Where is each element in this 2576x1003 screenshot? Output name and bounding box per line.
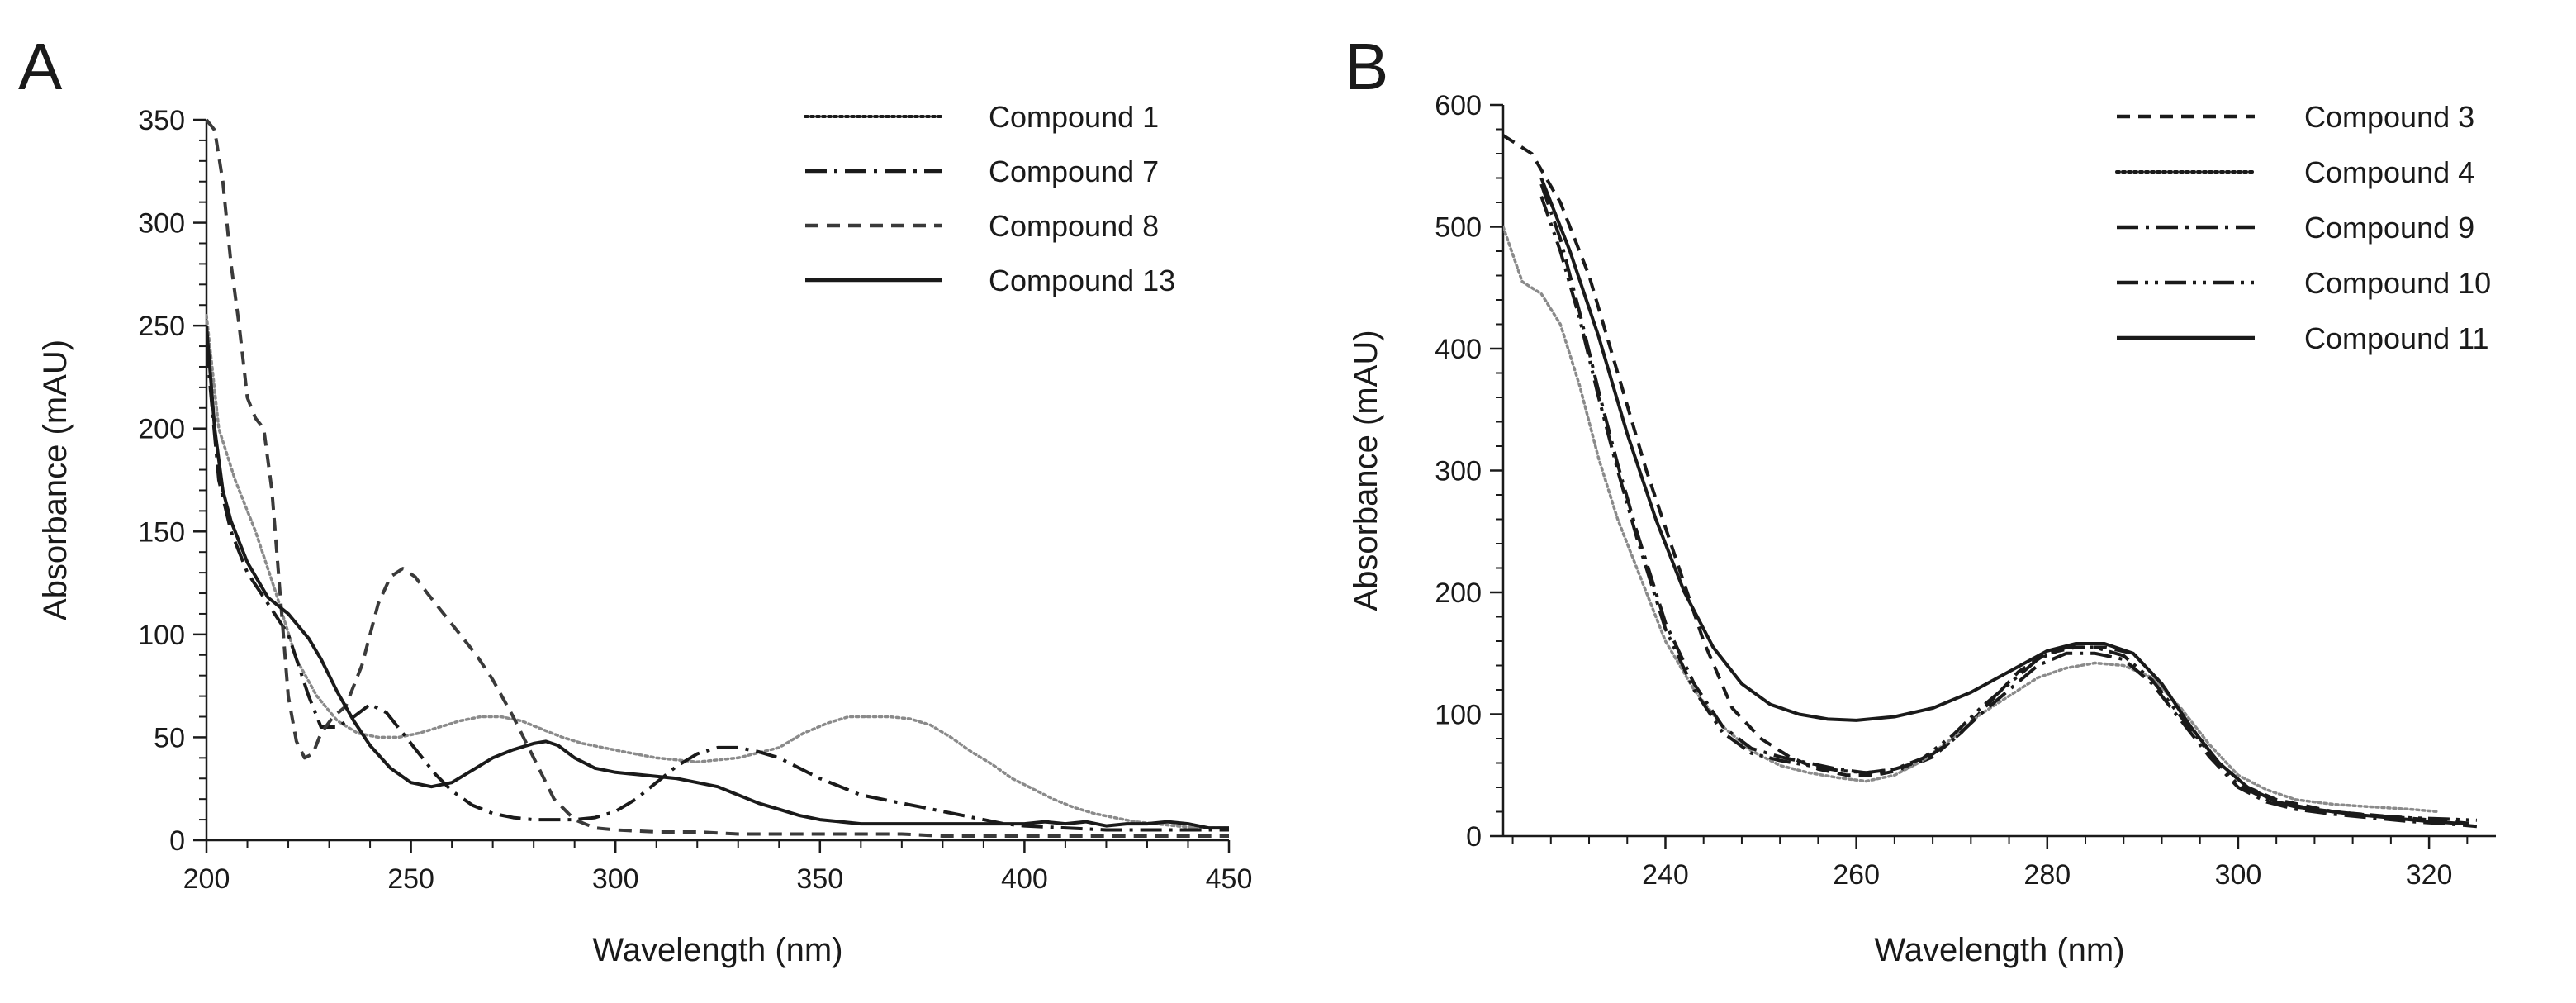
panel-b-series-line-compound-9 [1539, 183, 2478, 829]
panel-a: A 0 50 100 150 200 250 300 350 200 250 300 350 400 45… [18, 30, 1252, 968]
panel-b-x-tick-label: 280 [2023, 859, 2071, 891]
panel-a-series-line-compound-1 [206, 313, 1229, 829]
panel-a-y-axis-label: Absorbance (mAU) [37, 340, 74, 620]
panel-b-y-tick-label: 100 [1435, 700, 1482, 731]
panel-b: B 0 100 200 300 400 500 600 240 260 280 300 320 Wave… [1345, 30, 2496, 968]
panel-a-x-axis-label: Wavelength (nm) [592, 932, 842, 968]
panel-b-series-line-compound-4 [1503, 225, 2441, 814]
panel-a-legend-label: Compound 7 [989, 154, 1159, 188]
panel-b-x-tick-label: 320 [2406, 859, 2453, 891]
panel-a-y-tick-label: 50 [154, 722, 185, 753]
panel-a-x-tick-label: 450 [1206, 863, 1253, 895]
panel-a-letter: A [18, 30, 63, 103]
panel-b-y-tick-label: 400 [1435, 334, 1482, 365]
panel-a-x-tick-label: 300 [592, 863, 639, 895]
panel-b-x-tick-label: 240 [1642, 859, 1689, 891]
panel-b-y-tick-label: 600 [1435, 90, 1482, 121]
panel-b-y-tick-label: 0 [1466, 821, 1482, 853]
panel-b-legend-label: Compound 4 [2304, 155, 2474, 189]
panel-a-legend-label: Compound 13 [989, 264, 1175, 297]
panel-a-y-tick-label: 250 [138, 311, 185, 342]
panel-b-series-line-compound-11 [1539, 177, 2468, 826]
panel-a-series-line-compound-8 [206, 118, 1229, 838]
panel-b-x-tick-label: 260 [1833, 859, 1880, 891]
panel-a-legend-label: Compound 8 [989, 209, 1159, 243]
panel-a-x-tick-label: 400 [1001, 863, 1048, 895]
panel-a-x-tick-label: 200 [183, 863, 230, 895]
panel-b-y-tick-label: 500 [1435, 212, 1482, 244]
panel-b-legend-label: Compound 11 [2304, 321, 2489, 355]
panel-b-y-axis-label: Absorbance (mAU) [1348, 330, 1384, 611]
panel-a-y-tick-label: 200 [138, 414, 185, 445]
panel-a-series-line-compound-13 [206, 325, 1229, 830]
panel-b-x-tick-label: 300 [2215, 859, 2262, 891]
panel-a-y-tick-label: 0 [169, 825, 185, 857]
panel-b-y-tick-label: 200 [1435, 578, 1482, 609]
panel-b-letter: B [1345, 30, 1388, 103]
panel-b-y-tick-label: 300 [1435, 456, 1482, 487]
panel-b-legend-label: Compound 3 [2304, 100, 2474, 134]
panel-a-x-tick-label: 250 [387, 863, 434, 895]
panel-a-series-line-compound-7 [206, 345, 1229, 832]
panel-b-series-line-compound-10 [1539, 195, 2477, 822]
panel-b-legend-label: Compound 10 [2304, 266, 2491, 300]
panel-a-y-tick-label: 350 [138, 105, 185, 136]
panel-a-y-tick-label: 300 [138, 208, 185, 240]
panel-a-y-tick-label: 150 [138, 516, 185, 548]
panel-a-y-tick-label: 100 [138, 620, 185, 651]
panel-b-legend-label: Compound 9 [2304, 211, 2474, 245]
panel-a-legend-label: Compound 1 [989, 100, 1159, 134]
panel-a-x-tick-label: 350 [796, 863, 843, 895]
panel-b-x-axis-label: Wavelength (nm) [1874, 932, 2124, 968]
